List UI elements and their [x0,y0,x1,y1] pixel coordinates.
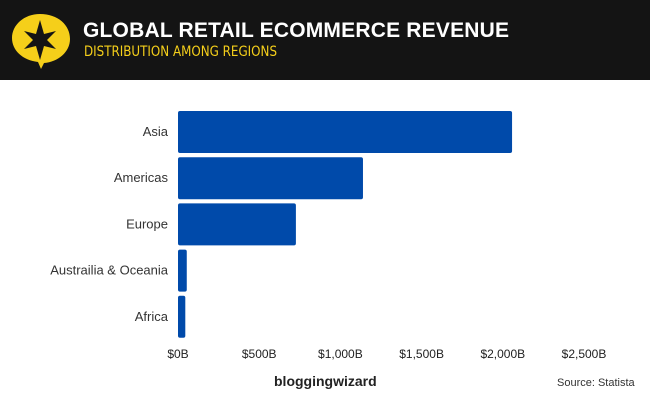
x-tick-label: $2,500B [562,347,607,361]
chart-title: GLOBAL RETAIL ECOMMERCE REVENUE [83,19,510,42]
bar-chart: Asia Americas Europe Austrailia & Oceania Af… [50,111,607,361]
category-label: Europe [126,216,168,231]
category-label: Asia [143,124,169,139]
x-tick-label: $0B [167,347,188,361]
bar-europe [178,203,296,246]
brand-logo: bloggingwizard [274,373,377,389]
header: GLOBAL RETAIL ECOMMERCE REVENUE DISTRIBU… [0,0,650,80]
x-tick-label: $500B [242,347,277,361]
bar-austrailia-oceania [178,249,187,292]
x-tick-label: $1,000B [318,347,363,361]
chart-subtitle: DISTRIBUTION AMONG REGIONS [84,44,278,60]
source-note: Source: Statista [557,377,635,389]
bar-americas [178,157,363,200]
category-label: Africa [135,309,169,324]
category-label: Americas [114,170,169,185]
bar-africa [178,295,186,338]
bar-asia [178,111,513,153]
x-tick-label: $1,500B [399,347,444,361]
x-tick-label: $2,000B [480,347,525,361]
category-label: Austrailia & Oceania [50,263,169,278]
logo-star-bubble-icon [12,14,70,69]
